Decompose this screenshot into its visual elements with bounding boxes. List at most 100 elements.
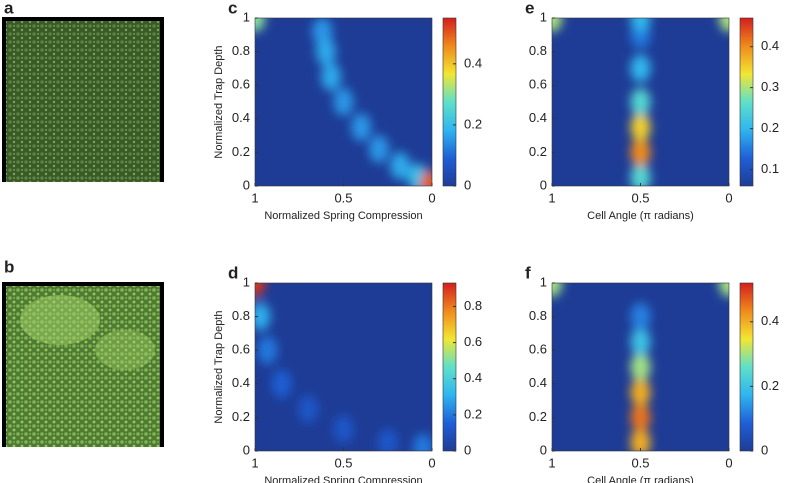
heat-blob [630,138,651,167]
heat-blob [390,151,411,180]
panel-label: e [525,0,534,17]
x-tick-label: 1 [251,455,258,470]
heat-blob [630,113,651,142]
x-tick-label: 0 [428,455,435,470]
heat-blob [630,18,651,32]
y-tick-label: 0.6 [232,342,250,357]
colorbar-tick-label: 0.3 [761,79,779,94]
heatmap-panel: 1 0.5 0 0 0.2 0.4 0.6 0.8 1 Cell Angle (π radians… [525,0,779,222]
heat-blob [255,283,265,297]
panel-label: f [525,263,531,282]
colorbar-tick-label: 0.1 [761,161,779,176]
colorbar-tick-label: 0.2 [464,116,482,131]
y-tick-label: 1 [540,274,547,289]
x-tick-label: 0.5 [334,190,352,205]
colorbar [442,282,457,452]
heat-blob [333,415,354,444]
heat-blob [315,37,336,66]
heat-blob [630,403,651,432]
y-tick-label: 0.4 [232,375,250,390]
y-tick-label: 0.8 [232,308,250,323]
y-tick-label: 0 [243,177,250,192]
frame [2,282,164,447]
heat-blob [630,327,651,356]
panel-label: b [4,257,14,276]
y-tick-label: 0.8 [529,308,547,323]
y-tick-label: 0.4 [529,375,547,390]
heat-layer [552,283,729,451]
x-tick-label: 0.5 [631,455,649,470]
x-tick-label: 1 [548,455,555,470]
heat-blob [630,428,651,451]
colorbar-tick-label: 0.4 [464,55,482,70]
panel-label: a [4,0,14,17]
colorbar-tick-label: 0.6 [464,334,482,349]
x-axis-label: Cell Angle (π radians) [587,475,694,483]
colorbar-tick-label: 0 [464,177,471,192]
y-tick-label: 0.8 [529,43,547,58]
heat-layer [255,283,432,451]
colorbar-tick-label: 0.4 [761,313,779,328]
heat-blob [255,18,265,32]
heatmap-panel: 1 0.5 0 0 0.2 0.4 0.6 0.8 1 Normalized Spring Com… [213,263,482,483]
heatmap-panel: 1 0.5 0 0 0.2 0.4 0.6 0.8 1 Normalized Spring Com… [213,0,482,222]
colorbar [739,282,754,452]
colorbar-tick-label: 0.8 [464,298,482,313]
y-axis-label: Normalized Trap Depth [213,310,225,423]
x-tick-label: 0 [725,455,732,470]
y-tick-label: 0.6 [529,342,547,357]
x-tick-label: 0.5 [334,455,352,470]
heatmap-panel: 1 0.5 0 0 0.2 0.4 0.6 0.8 1 Cell Angle (π radians… [525,263,779,483]
image-panel-b [2,282,164,447]
x-tick-label: 1 [251,190,258,205]
heat-blob [257,336,278,365]
y-tick-label: 1 [540,9,547,24]
x-axis-label: Normalized Spring Compression [264,210,422,222]
x-tick-label: 0 [725,190,732,205]
colorbar-tick-label: 0.4 [464,370,482,385]
heat-blob [630,302,651,331]
heat-blob [630,378,651,407]
colorbar-tick-label: 0.2 [761,378,779,393]
colorbar [739,17,754,187]
colorbar-tick-label: 0 [761,442,768,457]
y-tick-label: 0.8 [232,43,250,58]
heat-blob [321,62,342,91]
heat-blob [630,88,651,116]
heat-blob [630,54,651,83]
heat-blob [552,18,562,32]
heat-blob [298,395,319,423]
heat-layer [255,18,432,186]
x-tick-label: 1 [548,190,555,205]
x-axis-label: Normalized Spring Compression [264,475,422,483]
y-tick-label: 0 [540,442,547,457]
colorbar [442,17,457,187]
y-tick-label: 1 [243,274,250,289]
x-tick-label: 0.5 [631,190,649,205]
heat-blob [719,18,729,32]
heat-blob [552,283,562,297]
colorbar-tick-label: 0.2 [464,406,482,421]
colorbar-tick-label: 0.4 [761,38,779,53]
y-tick-label: 1 [243,9,250,24]
y-axis-label: Normalized Trap Depth [213,45,225,158]
x-axis-label: Cell Angle (π radians) [587,210,694,222]
cell-image [4,19,162,182]
y-tick-label: 0 [540,177,547,192]
x-tick-label: 0 [428,190,435,205]
patch [20,295,100,345]
heat-blob [333,88,354,116]
heat-blob [630,353,651,381]
heat-blob [413,433,432,451]
image-panel-a [2,17,164,182]
y-tick-label: 0.6 [232,77,250,92]
heat-blob [377,428,398,451]
y-tick-label: 0 [243,442,250,457]
heat-blob [420,170,432,186]
y-tick-label: 0.6 [529,77,547,92]
y-tick-label: 0.4 [232,110,250,125]
colorbar-tick-label: 0 [464,442,471,457]
heat-blob [719,283,729,297]
